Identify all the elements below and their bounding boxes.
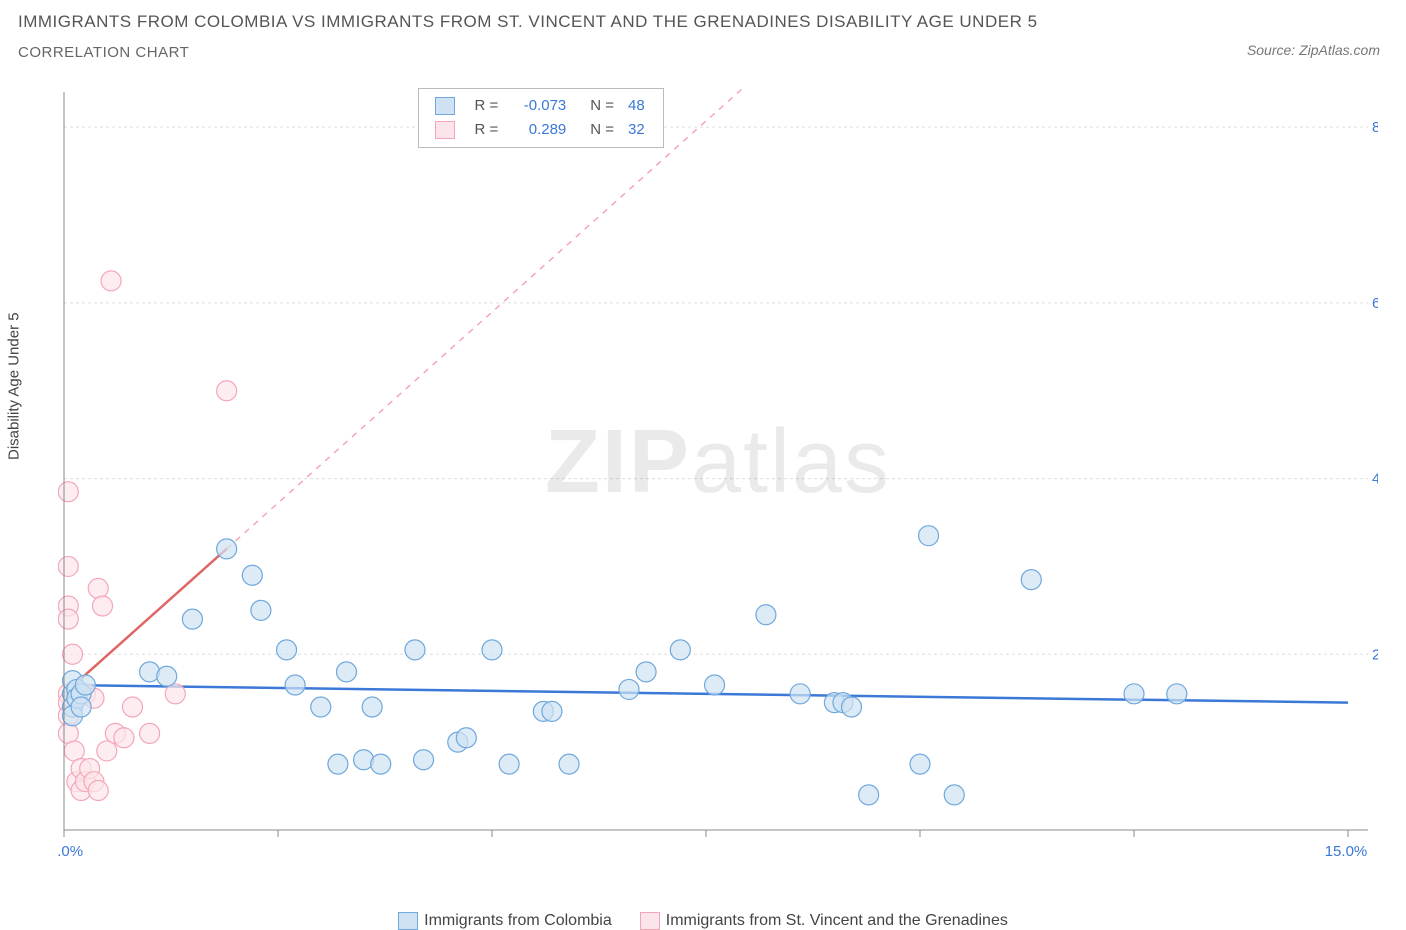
scatter-point-stvincent — [63, 644, 83, 664]
legend-swatch-colombia — [398, 912, 418, 930]
stats-box: R =-0.073N =48 R =0.289N =32 — [418, 88, 664, 148]
scatter-point-colombia — [311, 697, 331, 717]
scatter-point-colombia — [242, 565, 262, 585]
scatter-point-stvincent — [140, 723, 160, 743]
scatter-point-colombia — [277, 640, 297, 660]
stat-label-n: N = — [574, 95, 620, 117]
source-label: Source: — [1247, 42, 1299, 58]
scatter-point-colombia — [859, 785, 879, 805]
scatter-point-colombia — [405, 640, 425, 660]
scatter-point-colombia — [756, 605, 776, 625]
y-tick-label: 4.0% — [1372, 471, 1378, 488]
scatter-point-stvincent — [122, 697, 142, 717]
scatter-point-colombia — [75, 675, 95, 695]
scatter-point-colombia — [559, 754, 579, 774]
scatter-point-colombia — [217, 539, 237, 559]
scatter-point-colombia — [1167, 684, 1187, 704]
scatter-point-stvincent — [165, 684, 185, 704]
y-tick-label: 6.0% — [1372, 295, 1378, 312]
scatter-point-colombia — [542, 701, 562, 721]
scatter-point-colombia — [619, 679, 639, 699]
scatter-point-colombia — [371, 754, 391, 774]
scatter-point-colombia — [251, 600, 271, 620]
scatter-point-stvincent — [58, 556, 78, 576]
scatter-point-colombia — [362, 697, 382, 717]
x-tick-label: 0.0% — [58, 843, 83, 860]
scatter-point-colombia — [336, 662, 356, 682]
scatter-point-colombia — [944, 785, 964, 805]
scatter-point-colombia — [705, 675, 725, 695]
y-tick-label: 2.0% — [1372, 646, 1378, 663]
scatter-point-stvincent — [97, 741, 117, 761]
stat-label-r: R = — [469, 119, 505, 141]
legend-label-stvincent: Immigrants from St. Vincent and the Gren… — [666, 912, 1008, 929]
scatter-point-colombia — [670, 640, 690, 660]
scatter-point-colombia — [414, 750, 434, 770]
legend-item-stvincent: Immigrants from St. Vincent and the Gren… — [640, 912, 1008, 930]
scatter-point-colombia — [1021, 570, 1041, 590]
chart-title-sub: CORRELATION CHART — [18, 44, 189, 61]
scatter-point-colombia — [636, 662, 656, 682]
scatter-point-stvincent — [58, 609, 78, 629]
scatter-point-stvincent — [217, 381, 237, 401]
scatter-point-stvincent — [101, 271, 121, 291]
source-name: ZipAtlas.com — [1299, 42, 1380, 58]
plot-area: 0.0%15.0%2.0%4.0%6.0%8.0% ZIPatlas — [58, 86, 1378, 860]
x-tick-label: 15.0% — [1325, 843, 1368, 860]
stat-value-r-stvincent: 0.289 — [506, 119, 572, 141]
scatter-point-colombia — [919, 526, 939, 546]
scatter-point-stvincent — [88, 780, 108, 800]
stat-label-n: N = — [574, 119, 620, 141]
scatter-point-colombia — [482, 640, 502, 660]
legend-label-colombia: Immigrants from Colombia — [424, 912, 612, 929]
legend-swatch-stvincent — [640, 912, 660, 930]
stat-label-r: R = — [469, 95, 505, 117]
scatter-chart-svg: 0.0% 15.0% 2.0% 4.0% 6.0% 8.0% — [58, 86, 1378, 860]
regression-dash-stvincent — [227, 86, 818, 549]
source-attribution: Source: ZipAtlas.com — [1247, 42, 1380, 58]
legend-item-colombia: Immigrants from Colombia — [398, 912, 612, 930]
stat-value-n-colombia: 48 — [622, 95, 651, 117]
scatter-point-colombia — [182, 609, 202, 629]
legend-swatch-stvincent — [435, 121, 455, 139]
scatter-point-stvincent — [58, 482, 78, 502]
scatter-point-stvincent — [114, 728, 134, 748]
legend-bottom: Immigrants from Colombia Immigrants from … — [0, 912, 1406, 930]
scatter-point-colombia — [157, 666, 177, 686]
scatter-point-stvincent — [93, 596, 113, 616]
scatter-point-colombia — [842, 697, 862, 717]
scatter-point-colombia — [499, 754, 519, 774]
scatter-point-colombia — [71, 697, 91, 717]
stat-value-n-stvincent: 32 — [622, 119, 651, 141]
scatter-point-colombia — [456, 728, 476, 748]
stat-value-r-colombia: -0.073 — [506, 95, 572, 117]
chart-title-main: IMMIGRANTS FROM COLOMBIA VS IMMIGRANTS F… — [18, 12, 1038, 32]
scatter-point-colombia — [1124, 684, 1144, 704]
scatter-point-colombia — [285, 675, 305, 695]
scatter-point-colombia — [328, 754, 348, 774]
y-tick-label: 8.0% — [1372, 119, 1378, 136]
scatter-point-colombia — [910, 754, 930, 774]
scatter-point-stvincent — [58, 723, 78, 743]
scatter-point-stvincent — [88, 578, 108, 598]
y-axis-label: Disability Age Under 5 — [6, 312, 23, 460]
legend-swatch-colombia — [435, 97, 455, 115]
scatter-point-colombia — [790, 684, 810, 704]
